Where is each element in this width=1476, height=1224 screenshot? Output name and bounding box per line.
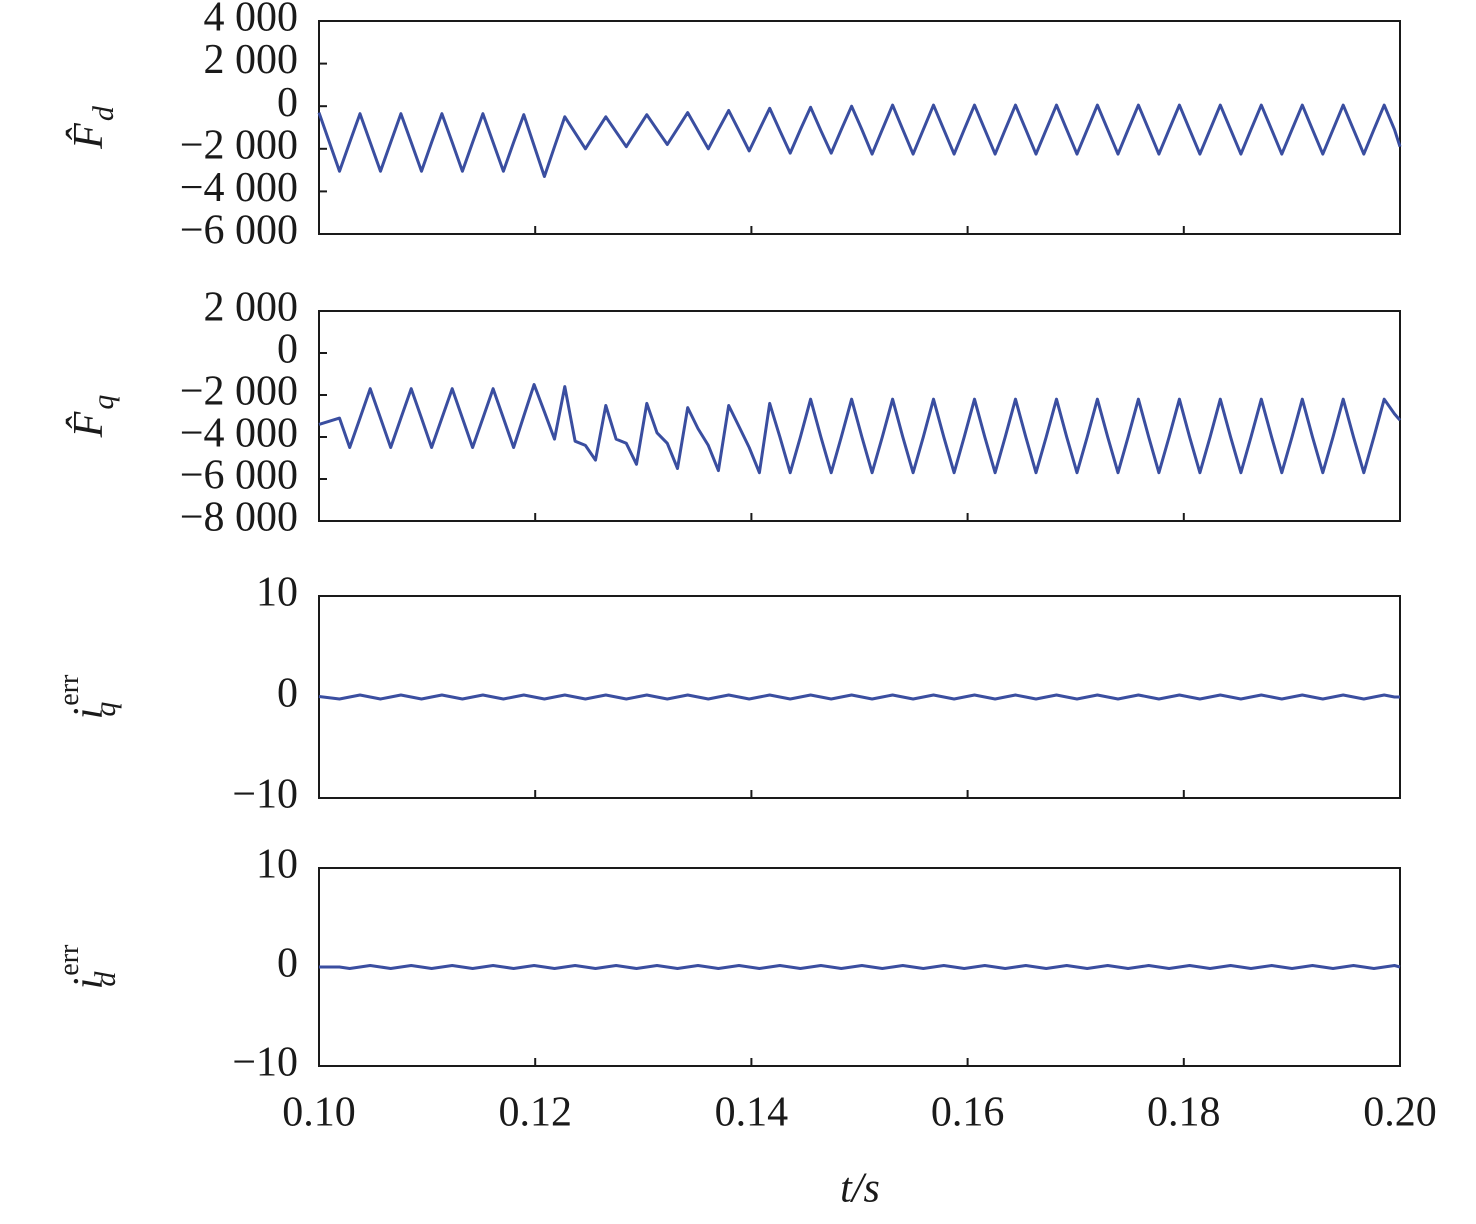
- y-axis-label: F̂ d: [65, 105, 120, 150]
- plot-frame: [318, 20, 1401, 235]
- y-tick-label: −10: [232, 1040, 298, 1086]
- y-axis-label: F̂q: [65, 395, 120, 439]
- y-label-sub: q: [89, 702, 122, 717]
- y-tick-label: −4 000: [180, 411, 298, 457]
- x-tick-label: 0.14: [715, 1090, 789, 1136]
- y-tick-label: 0: [277, 327, 298, 373]
- y-tick-label: −8 000: [180, 495, 298, 541]
- y-tick-label: 2 000: [204, 37, 299, 83]
- y-tick-label: 10: [256, 570, 298, 616]
- y-tick-label: −6 000: [180, 453, 298, 499]
- y-tick-label: 0: [277, 80, 298, 126]
- y-tick-label: −2 000: [180, 122, 298, 168]
- y-tick-label: 4 000: [204, 0, 299, 41]
- y-label-sub: q: [87, 395, 120, 410]
- data-line: [318, 693, 1400, 701]
- data-line: [319, 964, 1401, 970]
- y-label-main: i: [66, 978, 112, 990]
- y-tick-label: −2 000: [180, 369, 298, 415]
- x-tick-label: 0.20: [1363, 1090, 1437, 1136]
- y-tick-label: 0: [277, 941, 298, 987]
- y-tick-label: 0: [277, 671, 298, 717]
- y-axis-label: i errq: [54, 674, 121, 719]
- y-tick-label: −6 000: [180, 208, 298, 254]
- y-tick-label: 10: [256, 842, 298, 888]
- x-axis-label: t/s: [840, 1166, 880, 1212]
- data-line: [318, 383, 1402, 475]
- y-tick-label: 2 000: [204, 285, 299, 331]
- plot-frame: [318, 310, 1401, 522]
- y-tick-label: −4 000: [180, 165, 298, 211]
- y-label-main: F̂: [65, 123, 112, 150]
- y-label-sup: err: [54, 944, 85, 976]
- y-axis-label: i errd: [54, 944, 121, 989]
- y-label-sub: d: [87, 105, 120, 121]
- y-label-main: i: [66, 708, 112, 720]
- x-tick-label: 0.10: [282, 1090, 356, 1136]
- y-tick-label: −10: [232, 772, 298, 818]
- data-line: [317, 103, 1402, 178]
- x-tick-label: 0.12: [498, 1090, 572, 1136]
- x-tick-label: 0.18: [1147, 1090, 1221, 1136]
- x-tick-label: 0.16: [931, 1090, 1005, 1136]
- y-label-main: F̂: [65, 411, 112, 438]
- y-label-sup: err: [54, 674, 85, 706]
- y-label-sub: d: [89, 971, 122, 987]
